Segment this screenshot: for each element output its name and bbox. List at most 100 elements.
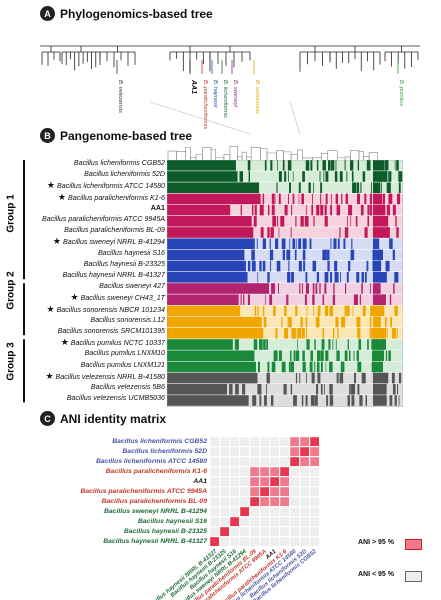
- heatmap-row: [167, 283, 403, 294]
- pangenome-row-label-text: Bacillus licheniformis ATCC 14580: [56, 182, 165, 191]
- heatmap-gene-stripe: [357, 361, 362, 373]
- ani-cell: [279, 446, 290, 457]
- ani-cell: [229, 536, 240, 547]
- heatmap-gene-stripe: [320, 361, 323, 373]
- heatmap-gene-stripe: [310, 160, 313, 171]
- heatmap-gene-stripe: [286, 294, 289, 305]
- heatmap-gene-stripe: [297, 328, 302, 339]
- heatmap-gene-stripe: [326, 249, 330, 261]
- heatmap-gene-stripe: [262, 305, 265, 317]
- heatmap-accessory-block: [373, 305, 385, 317]
- ani-cell: [219, 526, 230, 537]
- ani-cell: [289, 516, 300, 527]
- tree-b-node: [297, 149, 303, 162]
- heatmap-gene-stripe: [247, 294, 251, 305]
- zoom-line-right: [289, 101, 301, 135]
- heatmap-gene-stripe: [386, 182, 391, 193]
- heatmap-gene-stripe: [271, 361, 276, 373]
- heatmap-core-block: [167, 238, 255, 249]
- heatmap-gene-stripe: [296, 238, 297, 249]
- heatmap-gene-stripe: [346, 272, 349, 283]
- heatmap-gene-stripe: [302, 361, 306, 373]
- ani-cell: [229, 437, 240, 447]
- heatmap-gene-stripe: [300, 316, 303, 328]
- tree-a-tip-label: B. velezensis: [117, 80, 123, 113]
- group-3-label: Group 3: [5, 342, 17, 381]
- heatmap-gene-stripe: [396, 227, 399, 238]
- heatmap-gene-stripe: [273, 305, 276, 317]
- heatmap-gene-stripe: [392, 204, 396, 216]
- heatmap-core-block: [167, 227, 254, 238]
- heatmap-gene-stripe: [322, 294, 325, 305]
- ani-cell: [259, 476, 270, 487]
- ani-cell: [239, 476, 250, 487]
- heatmap-gene-stripe: [384, 160, 389, 171]
- ani-row-label: Bacillus paralicheniformis K1-6: [105, 468, 207, 475]
- heatmap-gene-stripe: [269, 294, 273, 305]
- heatmap-gene-stripe: [251, 204, 254, 216]
- heatmap-gene-stripe: [392, 384, 396, 395]
- heatmap-gene-stripe: [295, 216, 297, 227]
- heatmap-gene-stripe: [280, 216, 285, 227]
- heatmap-gene-stripe: [257, 361, 260, 373]
- heatmap-gene-stripe: [334, 260, 338, 272]
- reference-star-icon: ★: [52, 236, 61, 247]
- ani-cell: [289, 446, 300, 457]
- heatmap-gene-stripe: [262, 193, 265, 205]
- heatmap-gene-stripe: [325, 350, 329, 361]
- heatmap-row: [167, 260, 403, 272]
- heatmap-gene-stripe: [262, 238, 266, 249]
- heatmap-gene-stripe: [317, 372, 321, 384]
- ani-cell: [269, 466, 280, 477]
- heatmap-gene-stripe: [369, 316, 372, 328]
- heatmap-gene-stripe: [303, 260, 306, 272]
- ani-cell: [219, 486, 230, 497]
- heatmap-gene-stripe: [388, 193, 393, 205]
- heatmap-gene-stripe: [259, 339, 263, 350]
- pangenome-row-label: Bacillus sonorensis L12: [90, 315, 165, 326]
- heatmap-gene-stripe: [336, 372, 339, 384]
- heatmap-gene-stripe: [346, 305, 350, 317]
- heatmap-gene-stripe: [325, 193, 328, 205]
- ani-cell: [279, 516, 290, 527]
- ani-cell: [219, 516, 230, 527]
- heatmap-gene-stripe: [333, 283, 335, 294]
- heatmap-row: [167, 350, 403, 361]
- pangenome-row-label-text: Bacillus velezensis NRRL B-41580: [55, 372, 165, 381]
- heatmap-core-block: [167, 361, 256, 373]
- heatmap-gene-stripe: [396, 160, 399, 171]
- heatmap-gene-stripe: [329, 305, 334, 317]
- heatmap-gene-stripe: [288, 193, 289, 205]
- heatmap-gene-stripe: [300, 216, 304, 227]
- heatmap-gene-stripe: [290, 384, 293, 395]
- heatmap-gene-stripe: [384, 216, 389, 227]
- heatmap-gene-stripe: [384, 316, 387, 328]
- heatmap-gene-stripe: [382, 272, 387, 283]
- heatmap-gene-stripe: [304, 216, 309, 227]
- heatmap-gene-stripe: [306, 328, 307, 339]
- pangenome-row-label: Bacillus haynesii S16: [98, 248, 165, 259]
- heatmap-gene-stripe: [350, 160, 354, 171]
- heatmap-gene-stripe: [349, 384, 351, 395]
- ani-cell: [210, 486, 220, 497]
- heatmap-frame: [167, 160, 403, 407]
- heatmap-gene-stripe: [329, 395, 334, 406]
- heatmap-gene-stripe: [332, 294, 336, 305]
- heatmap-gene-stripe: [356, 182, 360, 193]
- pangenome-row-label-text: Bacillus velezensis 5B6: [90, 383, 165, 391]
- heatmap-gene-stripe: [267, 227, 270, 238]
- ani-cell: [239, 437, 250, 447]
- heatmap-gene-stripe: [336, 350, 340, 361]
- ani-cell: [249, 437, 260, 447]
- heatmap-gene-stripe: [330, 160, 335, 171]
- heatmap-gene-stripe: [305, 316, 308, 328]
- ani-cell: [289, 506, 300, 517]
- heatmap-gene-stripe: [274, 193, 276, 205]
- ani-cell: [309, 446, 320, 457]
- panel-c-title: C ANI identity matrix: [40, 411, 166, 426]
- heatmap-row: [167, 395, 403, 406]
- heatmap-gene-stripe: [320, 182, 323, 193]
- heatmap-gene-stripe: [273, 350, 278, 361]
- ani-cell: [219, 506, 230, 517]
- heatmap-row-bg: [167, 193, 403, 205]
